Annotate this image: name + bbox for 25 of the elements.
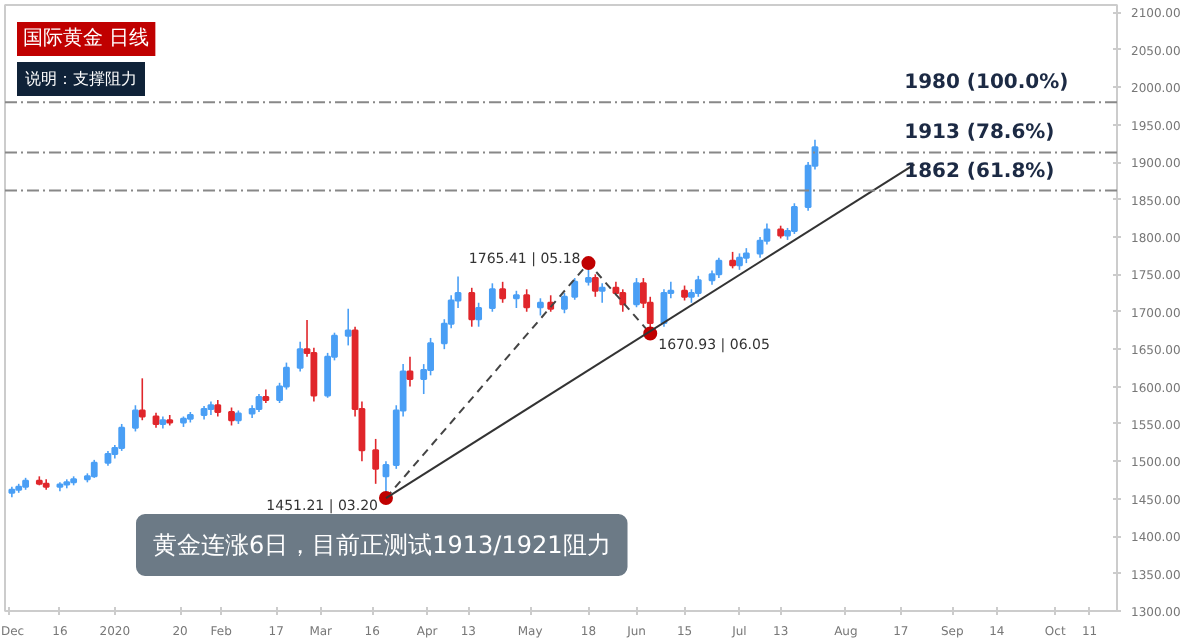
text: 说明：支撑阻力 [25, 70, 137, 88]
candlestick [715, 257, 723, 279]
candlestick [598, 282, 606, 304]
candlestick [694, 275, 702, 298]
candlestick [372, 438, 380, 485]
ref-line-label: 1913 (78.6%) [904, 122, 1055, 145]
candlestick [296, 340, 304, 373]
annotation: 黄金连涨6日，目前正测试1913/1921阻力 [153, 531, 611, 559]
candlestick [344, 307, 352, 347]
ref-line-label: 1980 (100.0%) [904, 72, 1069, 95]
candlestick [523, 288, 531, 313]
candlestick [468, 287, 476, 328]
candlestick [619, 288, 627, 313]
candlestick [633, 277, 640, 309]
point [581, 256, 596, 271]
ref-line-label: 1862 (61.8%) [904, 160, 1055, 183]
candlestick [138, 377, 146, 422]
candlestick [499, 281, 507, 304]
candlestick [591, 273, 599, 298]
candlestick [488, 282, 496, 313]
text: 国际黄金 日线 [23, 26, 150, 50]
candlestick [790, 202, 798, 235]
candlestick [132, 404, 139, 433]
candlestick [118, 423, 126, 452]
candlestick [475, 301, 483, 328]
